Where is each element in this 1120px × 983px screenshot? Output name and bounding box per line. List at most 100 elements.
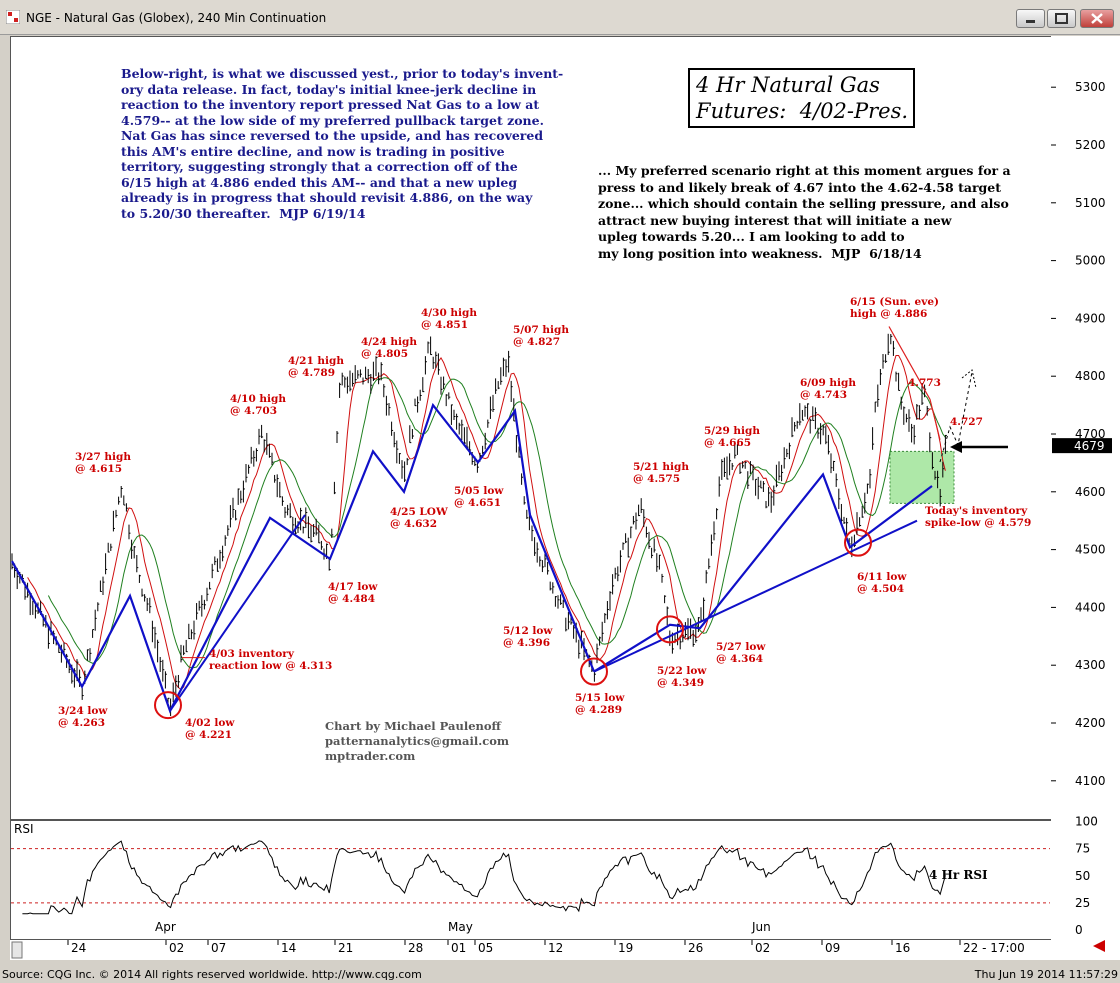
time-tick-label: 01 [451, 941, 466, 955]
maximize-icon [1055, 13, 1068, 24]
commentary-0619: Below-right, is what we discussed yest.,… [121, 66, 564, 221]
swing-label: @ 4.364 [716, 653, 763, 665]
chart-canvas: 4100420043004400450046004700480049005000… [11, 80, 1112, 959]
time-tick-label: 02 [755, 941, 770, 955]
price-tick-label: 5300 [1075, 80, 1106, 94]
price-tick-label: 4400 [1075, 600, 1106, 614]
time-tick-label: Apr [155, 920, 176, 934]
swing-label: 6/09 high [800, 377, 856, 389]
last-price-label: 4679 [1074, 439, 1105, 453]
rsi-line [22, 840, 946, 915]
swing-label: 5/22 low [657, 665, 707, 677]
time-axis[interactable] [10, 940, 1120, 960]
rsi-tick-label: 0 [1075, 923, 1083, 937]
swing-label: @ 4.789 [288, 367, 335, 379]
swing-label: @ 4.349 [657, 677, 704, 689]
price-tick-label: 4300 [1075, 658, 1106, 672]
swing-label: 5/29 high [704, 425, 760, 437]
swing-label: @ 4.221 [185, 729, 232, 741]
swing-label: @ 4.575 [633, 473, 680, 485]
time-tick-label: Jun [751, 920, 771, 934]
time-tick-label: 16 [895, 941, 910, 955]
swing-label: 5/12 low [503, 625, 553, 637]
scroll-left-icon [11, 941, 23, 959]
app-icon [6, 10, 20, 24]
price-tick-label: 4100 [1075, 774, 1106, 788]
swing-label: 3/27 high [75, 451, 131, 463]
price-tick-label: 4900 [1075, 311, 1106, 325]
pivot-circle [844, 528, 872, 557]
rsi-panel[interactable] [10, 820, 1052, 940]
swing-label: @ 4.484 [328, 593, 375, 605]
swing-label: 4/30 high [421, 307, 477, 319]
swing-label: 4/02 low [185, 717, 235, 729]
price-tick-labels: 4100 4200 4300 4400 4500 4600 4700 4800 4900 5000… [1051, 80, 1112, 788]
pivot-circle [656, 615, 684, 644]
swing-label: @ 4.632 [390, 518, 437, 530]
price-tick-label: 5200 [1075, 138, 1106, 152]
pivot-circle [580, 657, 608, 686]
moving-average-slow [47, 377, 946, 669]
footer-timestamp: Thu Jun 19 2014 11:57:29 [974, 968, 1118, 981]
swing-label: 5/05 low [454, 485, 504, 497]
rsi-tick-label: 50 [1075, 869, 1090, 883]
swing-label: 6/15 (Sun. eve) [850, 296, 939, 308]
minimize-button[interactable] [1016, 9, 1045, 28]
time-tick-label: 07 [211, 941, 226, 955]
markers [182, 369, 1008, 659]
swing-label: 4/24 high [361, 336, 417, 348]
time-tick-label: 12 [548, 941, 563, 955]
swing-label: 5/07 high [513, 324, 569, 336]
price-tick-label: 4500 [1075, 543, 1106, 557]
price-tick-label: 4800 [1075, 369, 1106, 383]
swing-label: @ 4.651 [454, 497, 501, 509]
time-tick-label: 02 [169, 941, 184, 955]
trendline-support [593, 519, 918, 673]
pivot-circle [154, 691, 182, 720]
price-level-label: 4.773 [908, 377, 941, 389]
price-level-label: 4.727 [950, 416, 983, 428]
swing-label: 4/10 high [230, 393, 286, 405]
maximize-button[interactable] [1047, 9, 1076, 28]
rsi-tick-label: 100 [1075, 815, 1098, 829]
window-title: NGE - Natural Gas (Globex), 240 Min Cont… [26, 11, 327, 25]
swing-label: 3/24 low [58, 705, 108, 717]
time-tick-label: 09 [825, 941, 840, 955]
window-titlebar: NGE - Natural Gas (Globex), 240 Min Cont… [0, 0, 1120, 35]
swing-label: 4/17 low [328, 581, 378, 593]
swing-label: @ 4.703 [230, 405, 277, 417]
price-tick-label: 4200 [1075, 716, 1106, 730]
wave-line-main [11, 402, 596, 714]
projection-arrowhead-icon [961, 369, 977, 389]
headline-line1: 4 Hr Natural Gas [696, 73, 880, 97]
swing-label: reaction low @ 4.313 [209, 660, 332, 672]
status-footer: Source: CQG Inc. © 2014 All rights reser… [0, 963, 1120, 983]
swing-label: @ 4.289 [575, 704, 622, 716]
swing-label: 6/11 low [857, 571, 907, 583]
declining-trendline [888, 326, 941, 440]
swing-label: @ 4.263 [58, 717, 105, 729]
minimize-icon [1026, 20, 1035, 23]
headline-box: 4 Hr Natural Gas Futures: 4/02-Pres. [688, 68, 915, 128]
close-button[interactable] [1080, 9, 1114, 28]
footer-source: Source: CQG Inc. © 2014 All rights reser… [2, 968, 422, 981]
swing-label: @ 4.805 [361, 348, 408, 360]
swing-label: spike-low @ 4.579 [925, 517, 1031, 529]
swing-label: 5/27 low [716, 641, 766, 653]
last-price-flag [1052, 438, 1112, 454]
price-tick-label: 4700 [1075, 427, 1106, 441]
target-zone-box [889, 450, 955, 504]
rsi-tick-label: 75 [1075, 842, 1090, 856]
scroll-right-icon [1093, 940, 1105, 952]
price-plot-area[interactable] [10, 36, 1052, 820]
time-tick-label: 05 [478, 941, 493, 955]
price-tick-label: 5100 [1075, 196, 1106, 210]
swing-label: @ 4.851 [421, 319, 468, 331]
time-tick-labels: 24 Apr 02 07 14 21 28 May 01 05 12 19 26 Jun 02 09 16 22 … [11, 920, 1105, 959]
swing-label: @ 4.665 [704, 437, 751, 449]
close-icon [1091, 13, 1103, 24]
swing-label: Today's inventory [925, 505, 1028, 517]
price-axis[interactable] [1051, 36, 1120, 940]
rsi-series-line [22, 840, 946, 915]
